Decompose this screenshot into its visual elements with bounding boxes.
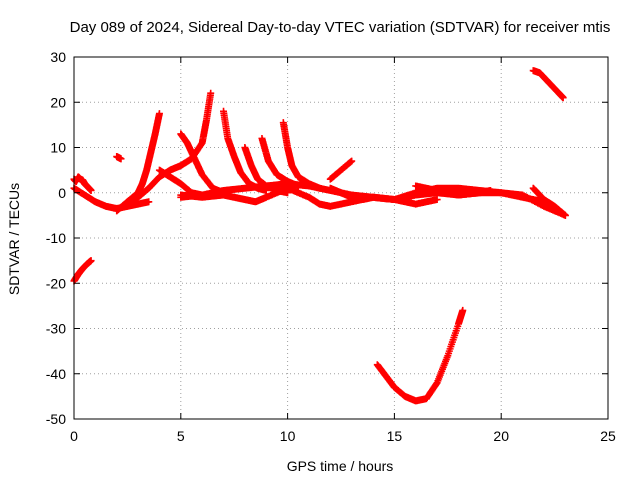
- y-tick-label: -30: [46, 321, 66, 337]
- series-trace-20: [529, 67, 567, 102]
- y-axis-label: SDTVAR / TECUs: [6, 183, 22, 295]
- axis-ticks: 0 5 10 15 20 25 -50 -40 -30 -20 -10 0 10 20 30: [46, 49, 616, 444]
- y-tick-label: -50: [46, 411, 66, 427]
- y-tick-label: 10: [50, 140, 66, 156]
- y-tick-label: 0: [58, 185, 66, 201]
- x-tick-label: 25: [600, 428, 616, 444]
- y-tick-label: 30: [50, 49, 66, 65]
- data-point-markers: [529, 67, 567, 102]
- series-trace-18: [529, 184, 569, 219]
- data-point-markers: [373, 306, 467, 405]
- data-series: [70, 67, 569, 405]
- data-point-markers: [529, 184, 569, 219]
- y-tick-label: 20: [50, 94, 66, 110]
- x-axis-label: GPS time / hours: [287, 458, 394, 474]
- x-tick-label: 15: [387, 428, 403, 444]
- data-point-markers: [412, 182, 495, 199]
- x-tick-label: 10: [280, 428, 296, 444]
- series-trace-5: [113, 153, 125, 163]
- y-tick-label: -40: [46, 366, 66, 382]
- x-tick-label: 5: [177, 428, 185, 444]
- data-point-markers: [113, 153, 125, 163]
- grid-lines: [74, 57, 608, 419]
- y-tick-label: -10: [46, 230, 66, 246]
- series-trace-15: [326, 157, 356, 183]
- x-tick-label: 0: [70, 428, 78, 444]
- y-tick-label: -20: [46, 275, 66, 291]
- chart-title: Day 089 of 2024, Sidereal Day-to-day VTE…: [70, 19, 611, 36]
- data-point-markers: [326, 157, 356, 183]
- x-tick-label: 20: [493, 428, 509, 444]
- series-trace-19: [373, 306, 467, 405]
- series-trace-17: [412, 182, 495, 199]
